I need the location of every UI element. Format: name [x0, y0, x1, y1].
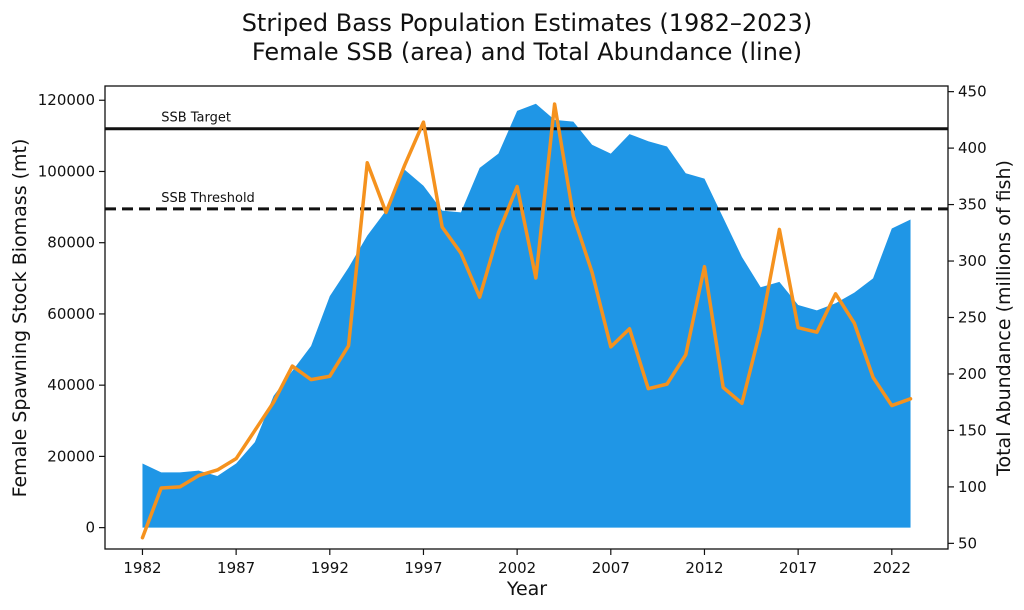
y-right-tick-label: 450 — [958, 83, 987, 101]
y-axis-right-title: Total Abundance (millions of fish) — [993, 160, 1015, 477]
y-axis-left-title: Female Spawning Stock Biomass (mt) — [9, 139, 31, 498]
x-tick-label: 2012 — [685, 559, 723, 577]
x-tick-label: 2007 — [592, 559, 630, 577]
abundance-line — [140, 102, 913, 540]
y-left-tick-label: 40000 — [47, 376, 95, 394]
y-right-tick-label: 100 — [958, 478, 987, 496]
x-tick-label: 2017 — [779, 559, 817, 577]
x-axis-title: Year — [506, 578, 547, 600]
x-tick-label: 1997 — [404, 559, 442, 577]
y-left-tick-label: 100000 — [38, 162, 95, 180]
y-left-tick-label: 80000 — [47, 234, 95, 252]
x-tick-label: 2002 — [498, 559, 536, 577]
x-tick-label: 1987 — [217, 559, 255, 577]
ssb-threshold-label: SSB Threshold — [161, 191, 255, 206]
y-left-tick-label: 20000 — [47, 447, 95, 465]
y-right-tick-label: 50 — [958, 534, 977, 552]
y-left-tick-label: 120000 — [38, 91, 95, 109]
ssb-target-label: SSB Target — [161, 111, 231, 126]
y-axis-right: 50 100 150 200 250 300 350 400 450 — [948, 83, 987, 552]
chart-title: Striped Bass Population Estimates (1982–… — [242, 9, 813, 37]
x-axis: 1982 1987 1992 1997 2002 2007 2012 2017 2022 — [123, 549, 911, 577]
x-tick-label: 1992 — [311, 559, 349, 577]
plot-area: SSB Target SSB Threshold — [105, 102, 948, 540]
chart-subtitle: Female SSB (area) and Total Abundance (l… — [252, 38, 802, 66]
x-tick-label: 1982 — [123, 559, 161, 577]
y-axis-left: 0 20000 40000 60000 80000 100000 120000 — [38, 91, 105, 537]
y-right-tick-label: 350 — [958, 196, 987, 214]
y-left-tick-label: 60000 — [47, 305, 95, 323]
y-right-tick-label: 400 — [958, 139, 987, 157]
x-tick-label: 2022 — [873, 559, 911, 577]
y-right-tick-label: 250 — [958, 309, 987, 327]
y-left-tick-label: 0 — [85, 519, 95, 537]
y-right-tick-label: 150 — [958, 421, 987, 439]
y-right-tick-label: 200 — [958, 365, 987, 383]
y-right-tick-label: 300 — [958, 252, 987, 270]
